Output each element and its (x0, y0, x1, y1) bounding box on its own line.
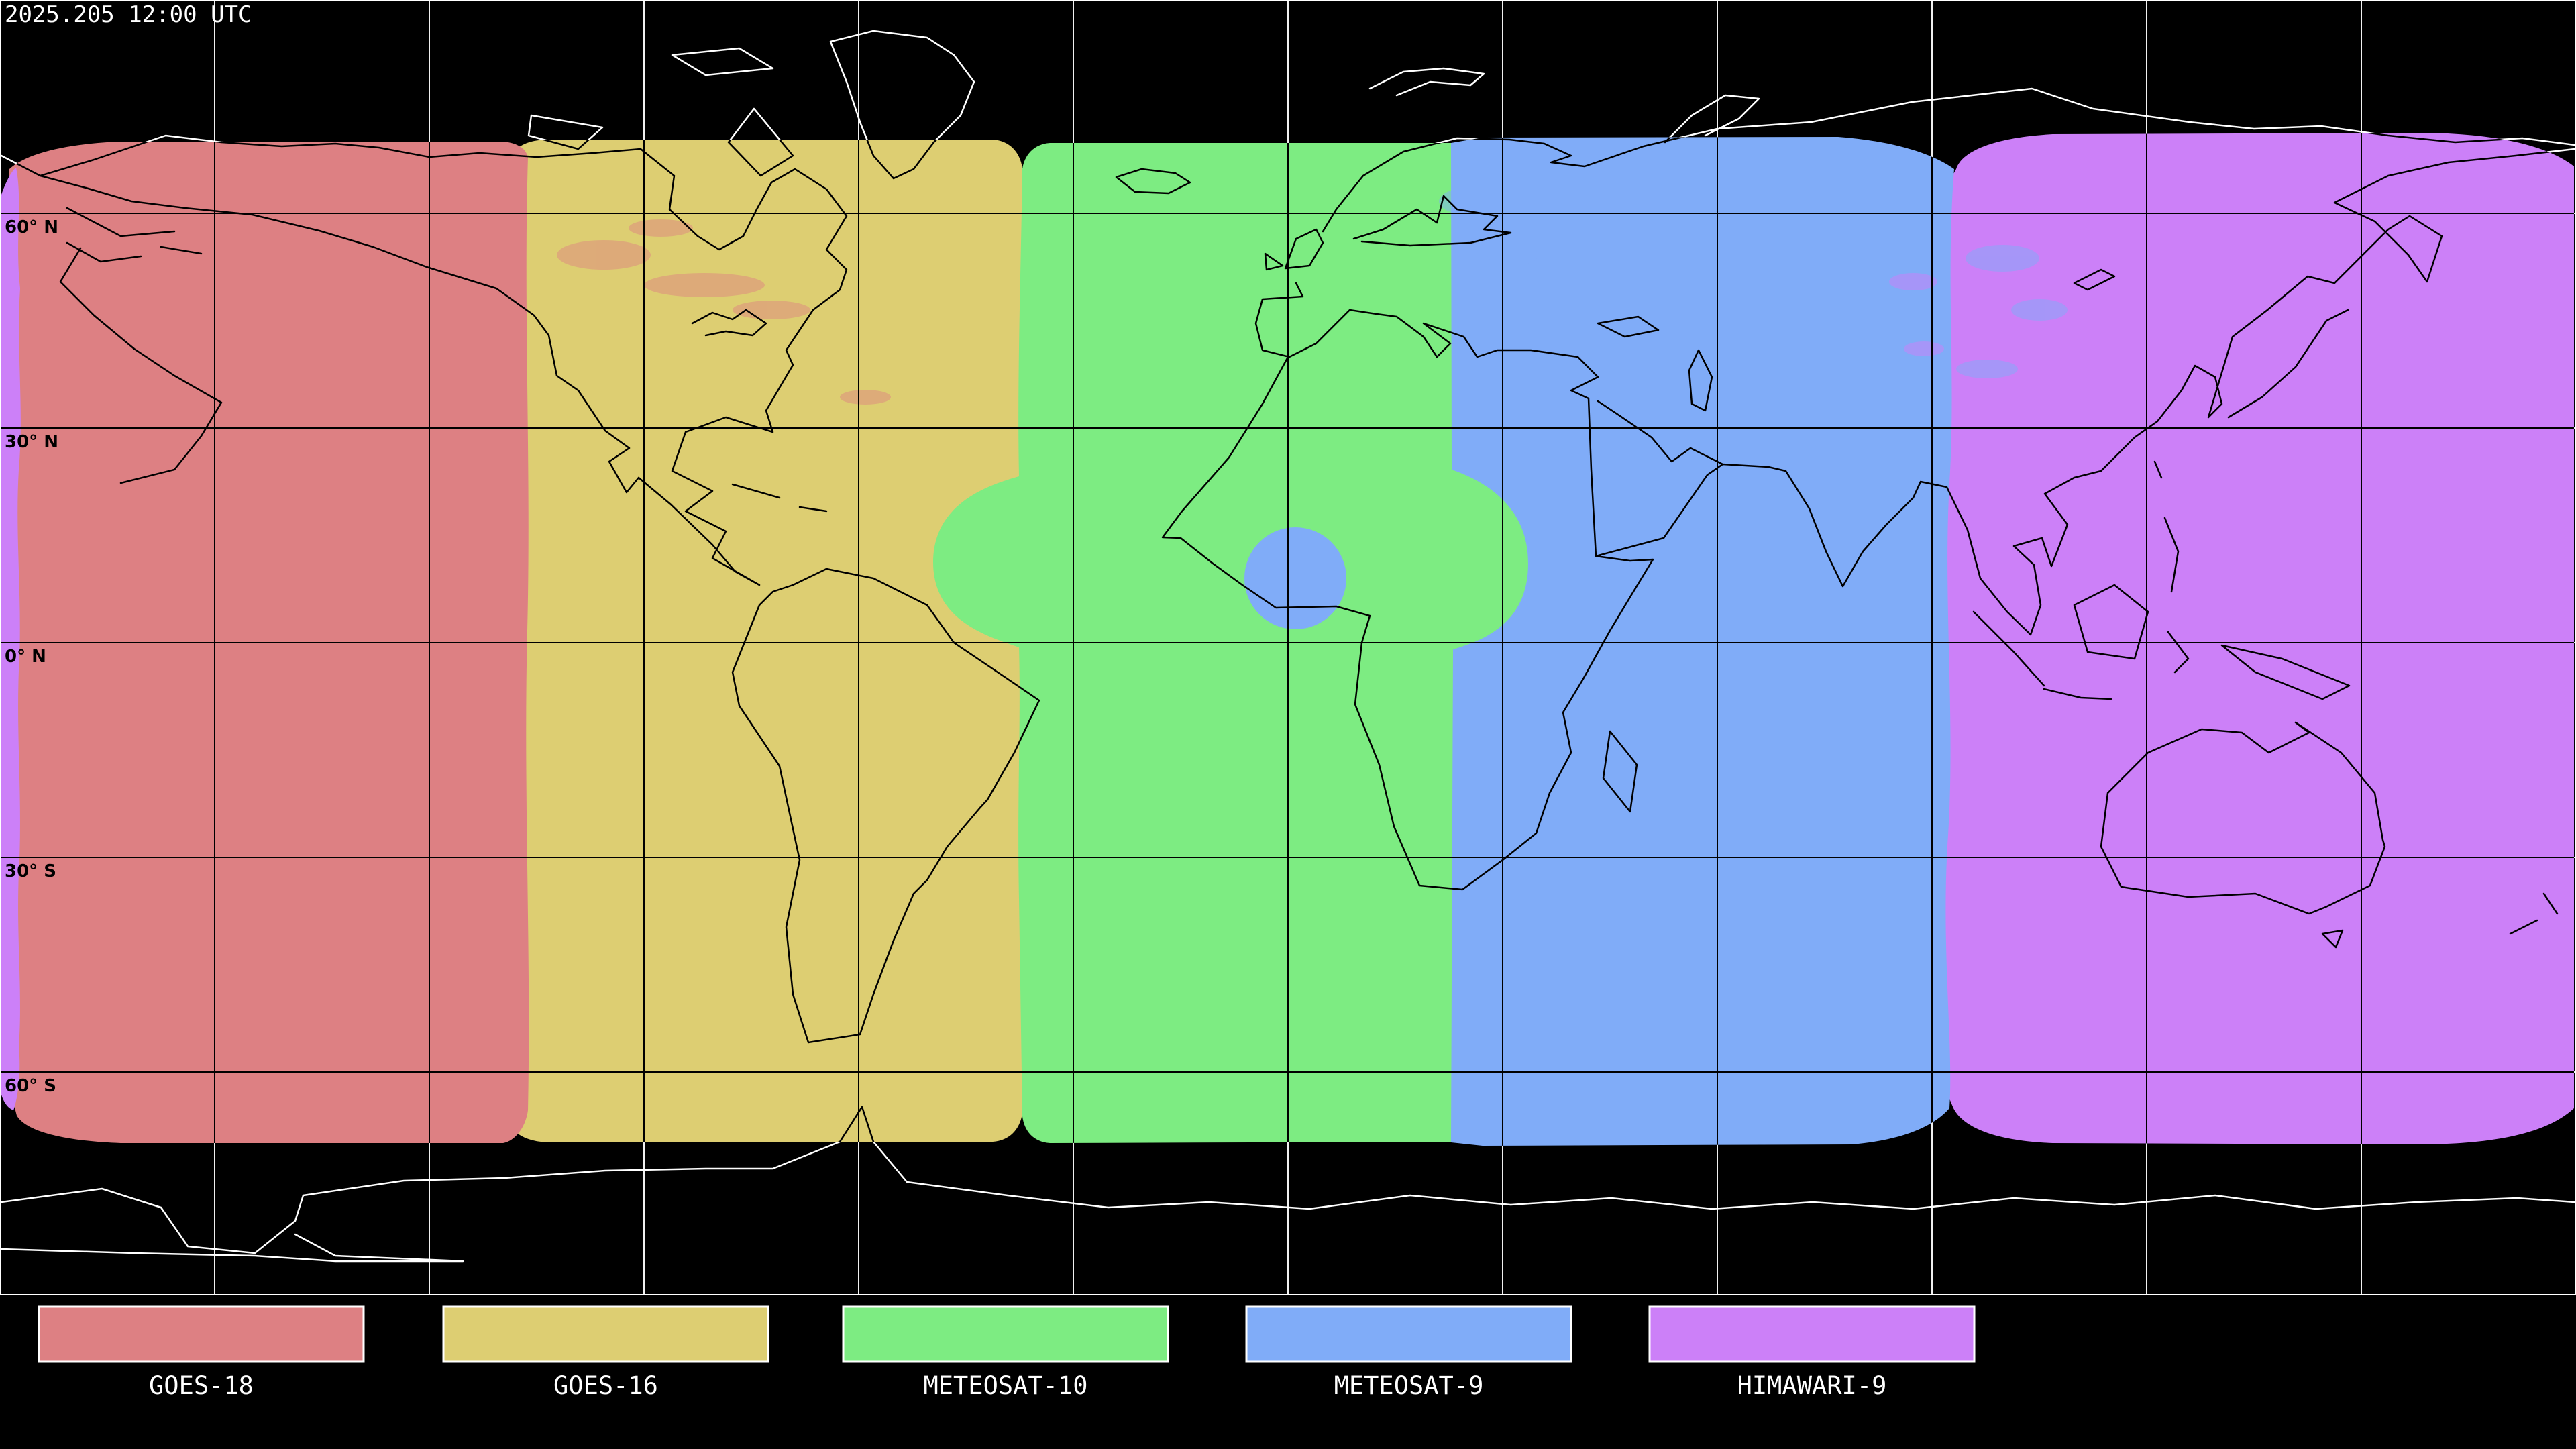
legend-swatch-meteosat-10 (842, 1305, 1169, 1363)
legend-label-meteosat-10: METEOSAT-10 (923, 1371, 1087, 1400)
legend-label-meteosat-9: METEOSAT-9 (1334, 1371, 1484, 1400)
legend-label-goes-16: GOES-16 (553, 1371, 658, 1400)
dither-speckles-blue (1439, 186, 2068, 378)
legend: GOES-18 GOES-16 METEOSAT-10 METEOSAT-9 H… (38, 1305, 1976, 1400)
latitude-label-0n: 0° N (5, 647, 46, 667)
latitude-labels: 60° N 30° N 0° N 30° S 60° S (5, 217, 58, 1096)
legend-label-himawari-9: HIMAWARI-9 (1737, 1371, 1887, 1400)
map-frame (0, 0, 2576, 1295)
legend-label-goes-18: GOES-18 (149, 1371, 254, 1400)
region-meteosat-9-africa-spot (1244, 527, 1346, 629)
latitude-label-60n: 60° N (5, 217, 58, 237)
legend-swatch-himawari-9 (1648, 1305, 1976, 1363)
legend-swatch-goes-18 (38, 1305, 365, 1363)
legend-swatch-meteosat-9 (1245, 1305, 1572, 1363)
timestamp-text: 2025.205 12:00 UTC (5, 1, 252, 28)
latitude-label-30n: 30° N (5, 432, 58, 452)
legend-swatch-goes-16 (442, 1305, 769, 1363)
region-himawari-9 (1939, 133, 2574, 1144)
latitude-label-30s: 30° S (5, 861, 56, 881)
latitude-label-60s: 60° S (5, 1076, 56, 1096)
region-meteosat-9 (1422, 137, 1954, 1146)
region-goes-16 (500, 140, 1045, 1142)
region-himawari-9-wrap-strip (1, 168, 21, 1110)
dither-speckles-purple (1889, 273, 1944, 356)
